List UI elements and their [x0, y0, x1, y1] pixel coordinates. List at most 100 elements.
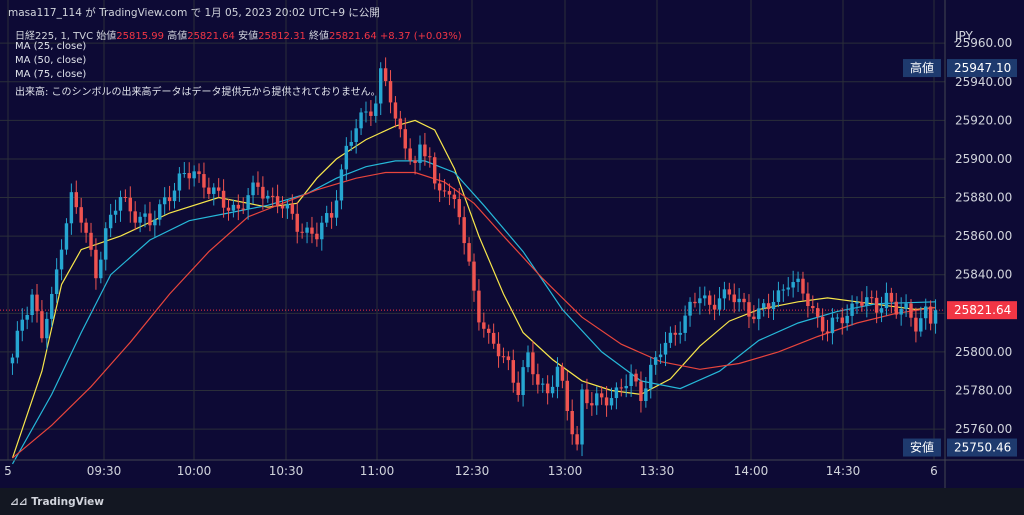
candle-body — [246, 195, 250, 209]
last-price-tag — [947, 301, 1017, 320]
currency-label: JPY — [954, 29, 974, 43]
candle-body — [801, 278, 805, 294]
high-label: 高値 — [167, 31, 188, 42]
low-label-tag — [903, 438, 941, 457]
close-value: 25821.64 — [329, 31, 377, 42]
candle-body — [472, 261, 476, 291]
candle-body — [349, 142, 353, 146]
candle-body — [624, 386, 628, 389]
x-tick-label: 6 — [930, 464, 938, 478]
candle-body — [285, 203, 290, 209]
candle-body — [570, 410, 574, 435]
legend-ma50[interactable]: MA (50, close) — [15, 55, 87, 66]
candle-body — [555, 366, 560, 387]
candle-body — [354, 128, 358, 143]
candle-body — [614, 387, 619, 399]
symbol-info: 日経225, 1, TVC — [15, 31, 94, 42]
candle-body — [639, 381, 643, 401]
candle-body — [413, 160, 417, 164]
candle-body — [398, 118, 403, 130]
candle-body — [673, 332, 678, 335]
x-tick-label: 10:30 — [269, 464, 304, 478]
candle-body — [629, 373, 633, 387]
candle-body — [585, 389, 589, 404]
close-label: 終値 — [309, 31, 330, 42]
legend-volume-note: 出来高: このシンボルの出来高データはデータ提供元から提供されておりません。 — [15, 87, 381, 98]
candle-body — [69, 192, 74, 224]
candle-body — [757, 308, 761, 320]
candle-body — [10, 357, 15, 364]
legend-ma75[interactable]: MA (75, close) — [15, 69, 87, 80]
high-price-tag — [947, 59, 1017, 78]
candle-body — [663, 342, 668, 355]
candle-body — [644, 388, 648, 401]
candle-body — [457, 199, 461, 218]
candle-body — [874, 297, 879, 313]
candle-body — [408, 148, 412, 161]
candle-body — [261, 186, 265, 199]
candle-body — [216, 187, 221, 191]
candle-body — [35, 294, 39, 312]
open-value: 25815.99 — [116, 31, 165, 42]
candle-body — [845, 315, 849, 324]
candle-body — [359, 112, 363, 129]
candle-body — [879, 308, 884, 313]
candle-body — [865, 297, 869, 306]
candle-body — [668, 332, 673, 343]
candle-body — [521, 367, 525, 395]
candle-body — [747, 302, 751, 317]
high-price-text: 25947.10 — [954, 61, 1011, 75]
candle-body — [25, 314, 29, 320]
candle-body — [683, 315, 687, 333]
y-tick-label: 25880.00 — [955, 191, 1012, 205]
candle-body — [378, 68, 383, 104]
candle-body — [236, 204, 241, 209]
candle-body — [442, 190, 447, 192]
candle-body — [933, 310, 938, 324]
candle-body — [501, 356, 506, 358]
candle-body — [320, 222, 324, 240]
candle-body — [722, 289, 727, 299]
candle-body — [781, 289, 786, 291]
y-tick-label: 25840.00 — [955, 268, 1012, 282]
candle-body — [599, 393, 604, 398]
x-tick-label: 11:00 — [360, 464, 395, 478]
candle-body — [418, 144, 422, 164]
candle-body — [482, 322, 486, 329]
x-tick-label: 14:30 — [826, 464, 861, 478]
y-tick-label: 25800.00 — [955, 345, 1012, 359]
low-label-text: 安値 — [910, 440, 934, 455]
candle-body — [516, 382, 520, 395]
candle-body — [560, 366, 565, 381]
candle-body — [241, 208, 245, 210]
candle-body — [909, 303, 913, 318]
y-tick-label: 25780.00 — [955, 384, 1012, 398]
candle-body — [295, 213, 299, 232]
candle-body — [786, 287, 790, 290]
candle-body — [791, 282, 795, 288]
candle-body — [727, 289, 732, 295]
candle-body — [339, 169, 344, 201]
candle-body — [477, 290, 481, 323]
candle-body — [251, 182, 255, 196]
y-tick-label: 25760.00 — [955, 422, 1012, 436]
candle-body — [806, 293, 810, 307]
candle-body — [207, 187, 211, 194]
candle-body — [884, 292, 889, 309]
legend-ma25[interactable]: MA (25, close) — [15, 41, 87, 52]
candle-body — [703, 295, 707, 299]
candle-body — [84, 222, 88, 233]
candle-body — [653, 357, 658, 365]
tradingview-logo[interactable]: ⊿⊿ TradingView — [10, 496, 104, 508]
candle-body — [580, 389, 584, 445]
candle-body — [30, 294, 34, 315]
candle-body — [924, 306, 928, 319]
candle-body — [202, 174, 206, 188]
candle-body — [835, 317, 840, 319]
candle-body — [678, 332, 682, 335]
candle-body — [536, 374, 540, 385]
candle-body — [187, 173, 191, 179]
candle-body — [20, 319, 24, 331]
